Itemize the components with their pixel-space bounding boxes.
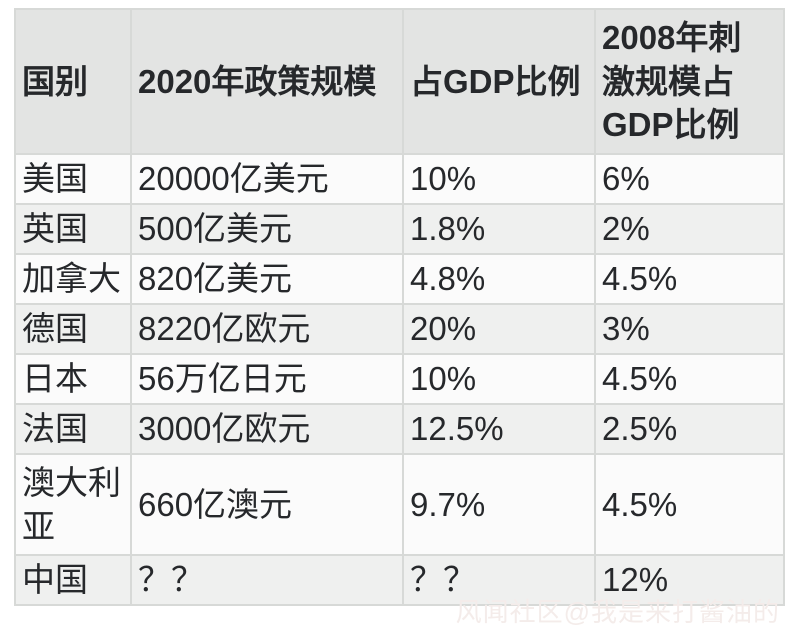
cell-stimulus-2008: 2%: [594, 203, 785, 255]
cell-stimulus-2008: 4.5%: [594, 353, 785, 405]
cell-country: 德国: [14, 303, 132, 355]
cell-country: 日本: [14, 353, 132, 405]
cell-gdp-share: 10%: [402, 353, 596, 405]
cell-country: 英国: [14, 203, 132, 255]
cell-gdp-share: 12.5%: [402, 403, 596, 455]
cell-country: 美国: [14, 153, 132, 205]
cell-country: 中国: [14, 554, 132, 606]
cell-gdp-share: 1.8%: [402, 203, 596, 255]
table-row-uk: 英国 500亿美元 1.8% 2%: [14, 203, 785, 255]
header-row: 国别 2020年政策规模 占GDP比例 2008年刺 激规模占 GDP比例: [14, 8, 785, 155]
cell-scale-2020: 3000亿欧元: [130, 403, 404, 455]
cell-stimulus-2008: 3%: [594, 303, 785, 355]
header-country: 国别: [14, 8, 132, 155]
cell-stimulus-2008: 12%: [594, 554, 785, 606]
cell-scale-2020: 500亿美元: [130, 203, 404, 255]
table-row-canada: 加拿大 820亿美元 4.8% 4.5%: [14, 253, 785, 305]
cell-scale-2020: 8220亿欧元: [130, 303, 404, 355]
cell-gdp-share: 9.7%: [402, 453, 596, 556]
cell-country: 法国: [14, 403, 132, 455]
cell-scale-2020: 660亿澳元: [130, 453, 404, 556]
cell-scale-2020: ？？: [130, 554, 404, 606]
table-row-australia: 澳大利亚 660亿澳元 9.7% 4.5%: [14, 453, 785, 556]
header-scale-2020: 2020年政策规模: [130, 8, 404, 155]
table-row-germany: 德国 8220亿欧元 20% 3%: [14, 303, 785, 355]
cell-stimulus-2008: 4.5%: [594, 453, 785, 556]
cell-gdp-share: ？？: [402, 554, 596, 606]
header-gdp-share: 占GDP比例: [402, 8, 596, 155]
cell-scale-2020: 56万亿日元: [130, 353, 404, 405]
table-row-japan: 日本 56万亿日元 10% 4.5%: [14, 353, 785, 405]
cell-stimulus-2008: 6%: [594, 153, 785, 205]
cell-country: 加拿大: [14, 253, 132, 305]
stimulus-comparison-table: 国别 2020年政策规模 占GDP比例 2008年刺 激规模占 GDP比例 美国…: [14, 8, 785, 606]
cell-country: 澳大利亚: [14, 453, 132, 556]
table-row-france: 法国 3000亿欧元 12.5% 2.5%: [14, 403, 785, 455]
cell-gdp-share: 20%: [402, 303, 596, 355]
cell-gdp-share: 10%: [402, 153, 596, 205]
cell-stimulus-2008: 2.5%: [594, 403, 785, 455]
table-row-china: 中国 ？？ ？？ 12%: [14, 554, 785, 606]
cell-scale-2020: 20000亿美元: [130, 153, 404, 205]
cell-gdp-share: 4.8%: [402, 253, 596, 305]
table-row-usa: 美国 20000亿美元 10% 6%: [14, 153, 785, 205]
cell-stimulus-2008: 4.5%: [594, 253, 785, 305]
header-stimulus-2008: 2008年刺 激规模占 GDP比例: [594, 8, 785, 155]
cell-scale-2020: 820亿美元: [130, 253, 404, 305]
